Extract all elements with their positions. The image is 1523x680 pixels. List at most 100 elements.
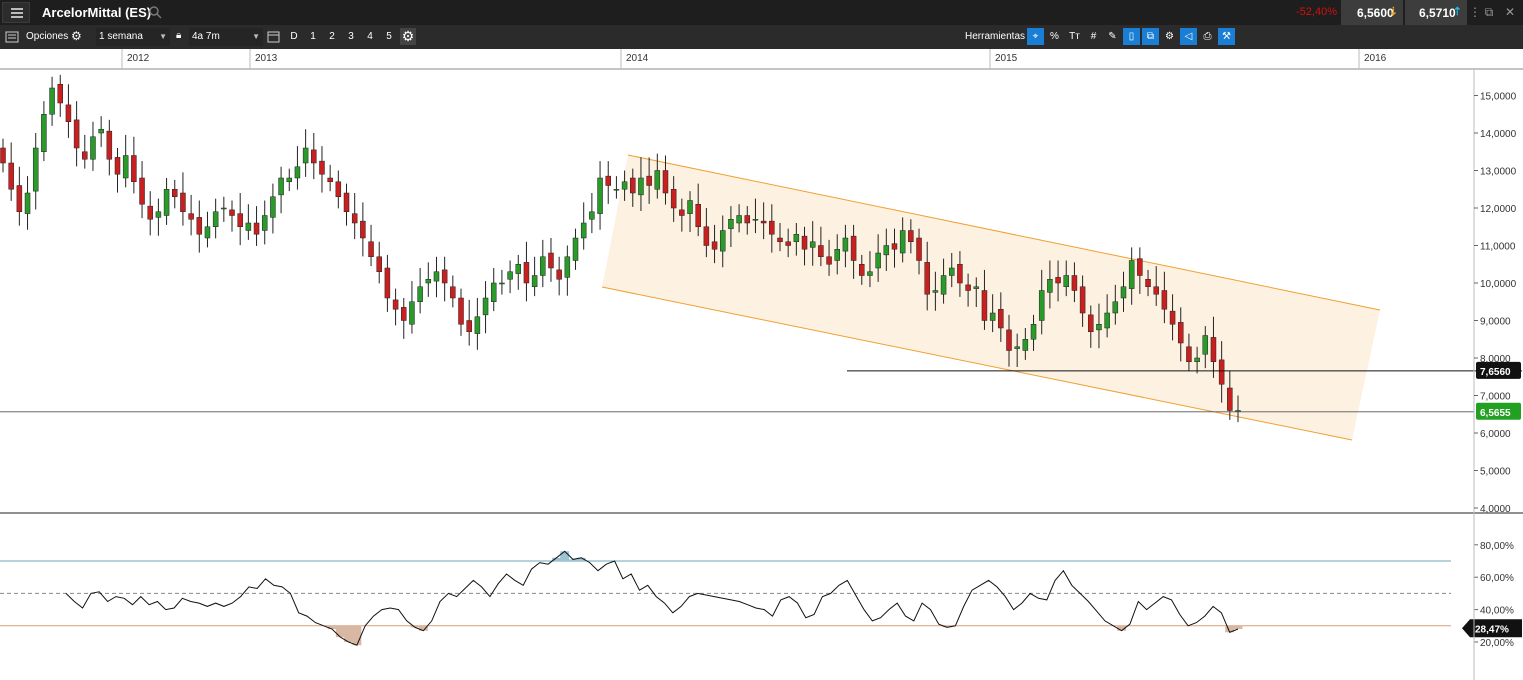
candle[interactable]	[801, 226, 808, 266]
candle[interactable]	[1088, 305, 1094, 348]
lock-icon[interactable]: 🔒︎	[176, 30, 182, 41]
candle[interactable]	[458, 288, 464, 336]
rsi-line[interactable]	[65, 550, 1239, 646]
candle[interactable]	[376, 241, 382, 284]
trend-channel-lower-line[interactable]	[601, 286, 1353, 441]
candle[interactable]	[57, 74, 64, 117]
candle[interactable]	[204, 211, 211, 248]
candle[interactable]	[564, 245, 571, 296]
candle[interactable]	[1145, 269, 1151, 297]
candle[interactable]	[736, 204, 742, 233]
candle[interactable]	[1104, 294, 1110, 338]
candle[interactable]	[1030, 314, 1037, 351]
candle[interactable]	[842, 224, 849, 268]
candle[interactable]	[221, 196, 227, 222]
chart-canvas[interactable]: 2012 2013 2014 2015 2016 7,6560 6,5655 80,00%…	[0, 49, 1523, 680]
candle[interactable]	[172, 179, 178, 209]
candle[interactable]	[114, 148, 121, 193]
range-select[interactable]: 4a 7m ▼	[189, 28, 263, 46]
candle[interactable]	[760, 202, 767, 240]
candle[interactable]	[670, 176, 677, 222]
candle[interactable]	[1202, 326, 1209, 369]
candle[interactable]	[8, 142, 14, 201]
buy-price-button[interactable]: 6,5710 ⇡	[1405, 0, 1467, 25]
sell-price-button[interactable]: 6,5600 ⇣	[1341, 0, 1403, 25]
candle[interactable]	[998, 292, 1004, 342]
candle[interactable]	[1038, 269, 1045, 335]
candle[interactable]	[965, 273, 971, 307]
menu-icon[interactable]	[2, 2, 30, 23]
candle[interactable]	[809, 221, 816, 266]
alert-tool-icon[interactable]: ◁	[1180, 28, 1197, 45]
candle[interactable]	[32, 133, 39, 210]
settings-tool-icon[interactable]: ⚒	[1218, 28, 1235, 45]
candle[interactable]	[1210, 316, 1217, 378]
candle[interactable]	[425, 262, 432, 297]
candle[interactable]	[1112, 284, 1119, 325]
interval-select[interactable]: 1 semana ▼	[96, 28, 170, 46]
period-1-button[interactable]: 1	[310, 31, 316, 42]
candle[interactable]	[1022, 328, 1029, 360]
popout-icon[interactable]: ⧉	[1484, 5, 1494, 19]
candle[interactable]	[180, 172, 186, 226]
candle[interactable]	[646, 157, 652, 204]
candle[interactable]	[818, 226, 824, 267]
candle[interactable]	[1218, 341, 1225, 403]
candle[interactable]	[630, 168, 636, 207]
candle[interactable]	[482, 281, 489, 334]
candle[interactable]	[139, 161, 145, 219]
candle[interactable]	[1137, 247, 1143, 294]
candle[interactable]	[826, 239, 832, 276]
candle[interactable]	[924, 241, 930, 311]
candle[interactable]	[875, 234, 881, 282]
candle[interactable]	[834, 234, 840, 275]
candle[interactable]	[613, 176, 620, 199]
draw-tool-icon[interactable]: ✎	[1104, 28, 1121, 45]
options-label[interactable]: Opciones	[26, 31, 69, 42]
price-panel[interactable]: 7,6560 6,5655	[0, 74, 1523, 514]
candle[interactable]	[327, 164, 333, 192]
candle[interactable]	[302, 129, 309, 177]
candle[interactable]	[728, 206, 734, 247]
candle[interactable]	[572, 228, 579, 270]
period-5-button[interactable]: 5	[386, 31, 392, 42]
candle[interactable]	[360, 202, 366, 257]
candle[interactable]	[850, 224, 857, 279]
trend-channel-upper-line[interactable]	[627, 154, 1381, 311]
candle[interactable]	[65, 84, 72, 138]
candle[interactable]	[908, 219, 914, 254]
candle[interactable]	[294, 146, 301, 190]
panel-icon[interactable]	[5, 29, 19, 45]
period-2-button[interactable]: 2	[329, 31, 335, 42]
candle[interactable]	[24, 176, 31, 230]
candle[interactable]	[662, 155, 669, 205]
candle[interactable]	[188, 194, 194, 236]
candle[interactable]	[343, 183, 350, 226]
candle[interactable]	[1169, 294, 1176, 341]
candle[interactable]	[605, 161, 611, 204]
candle[interactable]	[270, 183, 276, 234]
candle[interactable]	[687, 191, 693, 232]
candle[interactable]	[384, 254, 391, 312]
candle[interactable]	[474, 298, 481, 350]
candle[interactable]	[253, 206, 260, 246]
candle[interactable]	[155, 198, 162, 236]
calendar-icon[interactable]	[267, 29, 280, 45]
candle[interactable]	[638, 157, 644, 211]
candle[interactable]	[147, 191, 153, 236]
candle[interactable]	[106, 119, 113, 176]
candle[interactable]	[981, 269, 988, 330]
candle[interactable]	[335, 170, 342, 209]
print-tool-icon[interactable]: ⎙	[1199, 28, 1216, 45]
candle[interactable]	[196, 200, 203, 253]
candle[interactable]	[1194, 346, 1200, 374]
search-icon[interactable]	[148, 5, 162, 19]
candle[interactable]	[466, 299, 472, 346]
period-3-button[interactable]: 3	[348, 31, 354, 42]
candle[interactable]	[163, 178, 170, 225]
crosshair-tool-icon[interactable]: ⌖	[1027, 28, 1044, 45]
candle[interactable]	[1177, 307, 1184, 362]
candle[interactable]	[621, 170, 628, 201]
candle[interactable]	[278, 166, 284, 214]
gear-icon[interactable]: ⚙	[71, 29, 82, 43]
